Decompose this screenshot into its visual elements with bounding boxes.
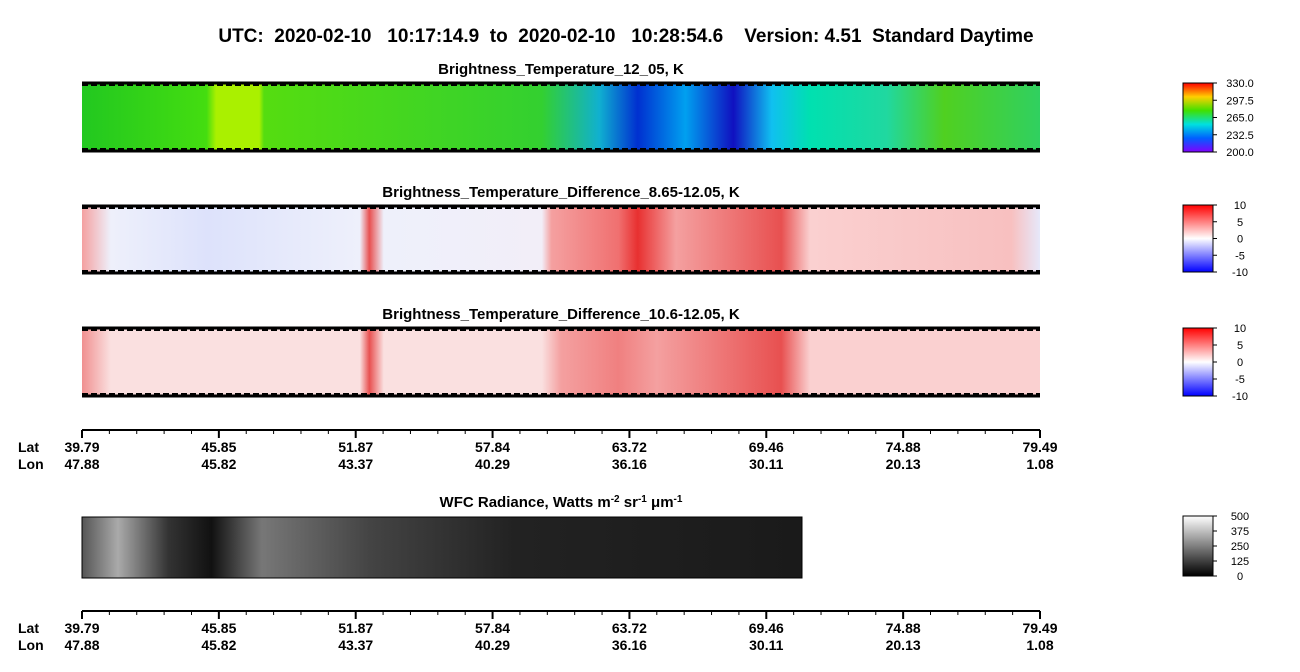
title-part: -1 bbox=[638, 494, 647, 505]
colorbar-label: 200.0 bbox=[1226, 147, 1254, 159]
colorbar-label: 0 bbox=[1237, 234, 1243, 246]
lon-label: 20.13 bbox=[886, 637, 921, 653]
panel-title: Brightness_Temperature_Difference_8.65-1… bbox=[382, 184, 740, 201]
colorbar bbox=[1182, 204, 1214, 273]
axis-row-label: Lon bbox=[18, 637, 44, 653]
lat-label: 69.46 bbox=[749, 439, 784, 455]
lat-label: 74.88 bbox=[886, 439, 921, 455]
colorbar-label: -10 bbox=[1232, 391, 1248, 403]
axis-row-label: Lon bbox=[18, 456, 44, 472]
colorbar-label: 297.5 bbox=[1226, 95, 1254, 107]
title-part: -2 bbox=[611, 494, 620, 505]
lon-label: 47.88 bbox=[64, 456, 99, 472]
colorbar-label: -5 bbox=[1235, 250, 1245, 262]
lon-label: 36.16 bbox=[612, 637, 647, 653]
lon-label: 43.37 bbox=[338, 637, 373, 653]
lat-label: 57.84 bbox=[475, 620, 510, 636]
panel-title: Brightness_Temperature_12_05, K bbox=[438, 61, 684, 78]
colorbar-label: 10 bbox=[1234, 323, 1246, 335]
lon-label: 40.29 bbox=[475, 637, 510, 653]
lon-label: 1.08 bbox=[1026, 637, 1053, 653]
lon-label: 45.82 bbox=[201, 637, 236, 653]
lon-label: 40.29 bbox=[475, 456, 510, 472]
heatmap bbox=[82, 84, 1040, 150]
colorbar-label: 5 bbox=[1237, 340, 1243, 352]
colorbar-label: 250 bbox=[1231, 541, 1249, 553]
heatmap bbox=[82, 207, 1040, 272]
heatmap bbox=[82, 329, 1040, 395]
lat-label: 45.85 bbox=[201, 439, 236, 455]
axis-row-label: Lat bbox=[18, 439, 39, 455]
title-part: -1 bbox=[674, 494, 683, 505]
lat-label: 45.85 bbox=[201, 620, 236, 636]
colorbar-label: 500 bbox=[1231, 511, 1249, 523]
lat-label: 69.46 bbox=[749, 620, 784, 636]
lon-label: 30.11 bbox=[749, 637, 783, 653]
colorbar bbox=[1182, 327, 1214, 397]
colorbar bbox=[1182, 82, 1214, 153]
lat-label: 39.79 bbox=[64, 620, 99, 636]
colorbar-label: 375 bbox=[1231, 526, 1249, 538]
lat-label: 63.72 bbox=[612, 439, 647, 455]
lon-label: 45.82 bbox=[201, 456, 236, 472]
panel-title: WFC Radiance, Watts m-2 sr-1 μm-1 bbox=[440, 494, 683, 512]
colorbar-label: 0 bbox=[1237, 357, 1243, 369]
lat-label: 39.79 bbox=[64, 439, 99, 455]
lon-label: 43.37 bbox=[338, 456, 373, 472]
colorbar-label: 0 bbox=[1237, 571, 1243, 583]
lat-label: 57.84 bbox=[475, 439, 510, 455]
colorbar-label: -10 bbox=[1232, 267, 1248, 279]
colorbar-label: 232.5 bbox=[1226, 130, 1254, 142]
panel-title: Brightness_Temperature_Difference_10.6-1… bbox=[382, 306, 740, 323]
title-part: WFC Radiance, Watts m bbox=[440, 494, 611, 511]
colorbar-label: 125 bbox=[1231, 556, 1249, 568]
lon-label: 47.88 bbox=[64, 637, 99, 653]
lon-label: 30.11 bbox=[749, 456, 783, 472]
colorbar-label: 5 bbox=[1237, 217, 1243, 229]
lon-label: 1.08 bbox=[1026, 456, 1053, 472]
colorbar-label: 10 bbox=[1234, 200, 1246, 212]
colorbar-label: -5 bbox=[1235, 374, 1245, 386]
colorbar-label: 330.0 bbox=[1226, 78, 1254, 90]
lat-label: 63.72 bbox=[612, 620, 647, 636]
title: UTC: 2020-02-10 10:17:14.9 to 2020-02-10… bbox=[218, 26, 1033, 47]
lat-label: 79.49 bbox=[1022, 439, 1057, 455]
lon-label: 20.13 bbox=[886, 456, 921, 472]
colorbar-label: 265.0 bbox=[1226, 113, 1254, 125]
title-part: μm bbox=[647, 494, 674, 511]
wfc-image bbox=[81, 516, 803, 579]
title-part: sr bbox=[620, 494, 639, 511]
lon-label: 36.16 bbox=[612, 456, 647, 472]
axis-row-label: Lat bbox=[18, 620, 39, 636]
lat-label: 79.49 bbox=[1022, 620, 1057, 636]
colorbar bbox=[1182, 515, 1214, 577]
lat-label: 74.88 bbox=[886, 620, 921, 636]
lat-label: 51.87 bbox=[338, 620, 373, 636]
lat-label: 51.87 bbox=[338, 439, 373, 455]
